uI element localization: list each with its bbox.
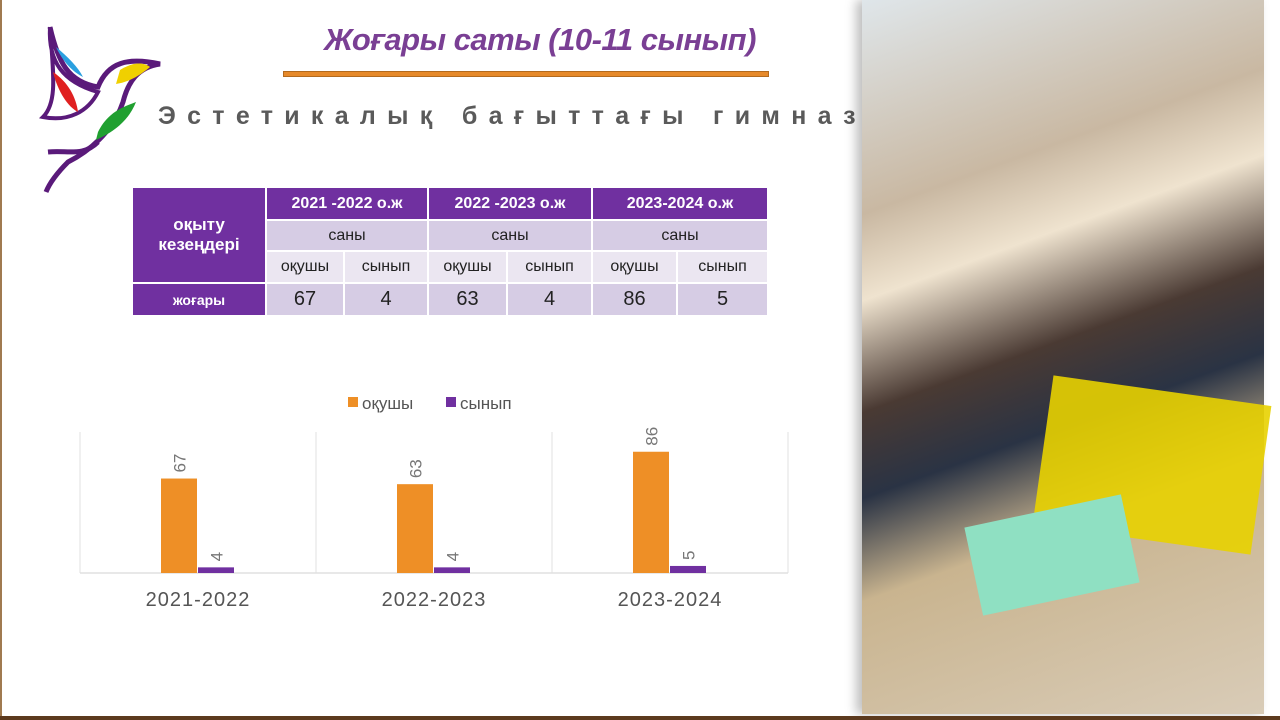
cell: 4 [343, 282, 429, 317]
col-header: оқушы [265, 250, 345, 284]
year-header: 2022 -2023 о.ж [427, 186, 593, 221]
year-header: 2021 -2022 о.ж [265, 186, 429, 221]
classroom-photo [862, 0, 1272, 714]
bar-сынып [198, 567, 234, 573]
data-label: 4 [208, 552, 227, 561]
bar-chart: оқушы сынып 67 4 2021-2022 63 4 2022-2023 86 5 202… [79, 394, 789, 611]
legend-label: оқушы [362, 394, 413, 413]
bar-оқушы [397, 484, 433, 573]
bar-сынып [434, 567, 470, 573]
bar-сынып [670, 565, 706, 573]
category-label: 2023-2024 [618, 589, 723, 611]
legend-swatch [348, 397, 358, 407]
sub-header: саны [427, 219, 593, 252]
title-underline [283, 71, 769, 77]
school-name: Эстетикалық бағыттағы гимназия [158, 102, 920, 130]
row-header: оқыту кезеңдері [131, 186, 267, 284]
slide-bottom-bar [0, 716, 1280, 720]
gymnasium-logo [38, 26, 161, 193]
stats-table: оқыту кезеңдері 2021 -2022 о.ж 2022 -202… [131, 186, 769, 317]
category-label: 2021-2022 [146, 589, 251, 611]
cell: 63 [427, 282, 508, 317]
data-label: 67 [171, 454, 190, 473]
col-header: оқушы [427, 250, 508, 284]
col-header: сынып [506, 250, 593, 284]
data-label: 86 [643, 427, 662, 446]
data-label: 63 [407, 459, 426, 478]
bar-оқушы [633, 451, 669, 573]
cell: 4 [506, 282, 593, 317]
col-header: сынып [343, 250, 429, 284]
year-header: 2023-2024 о.ж [591, 186, 769, 221]
slide-title: Жоғары саты (10-11 сынып) [324, 22, 756, 57]
bar-оқушы [161, 478, 197, 573]
sub-header: саны [591, 219, 769, 252]
legend-label: сынып [460, 394, 512, 413]
legend-swatch [446, 397, 456, 407]
cell: 67 [265, 282, 345, 317]
sub-header: саны [265, 219, 429, 252]
data-label: 5 [680, 550, 699, 559]
data-label: 4 [444, 552, 463, 561]
slide-border [0, 0, 2, 716]
row-label: жоғары [131, 282, 267, 317]
cell: 5 [676, 282, 769, 317]
col-header: сынып [676, 250, 769, 284]
category-label: 2022-2023 [382, 589, 487, 611]
col-header: оқушы [591, 250, 678, 284]
cell: 86 [591, 282, 678, 317]
